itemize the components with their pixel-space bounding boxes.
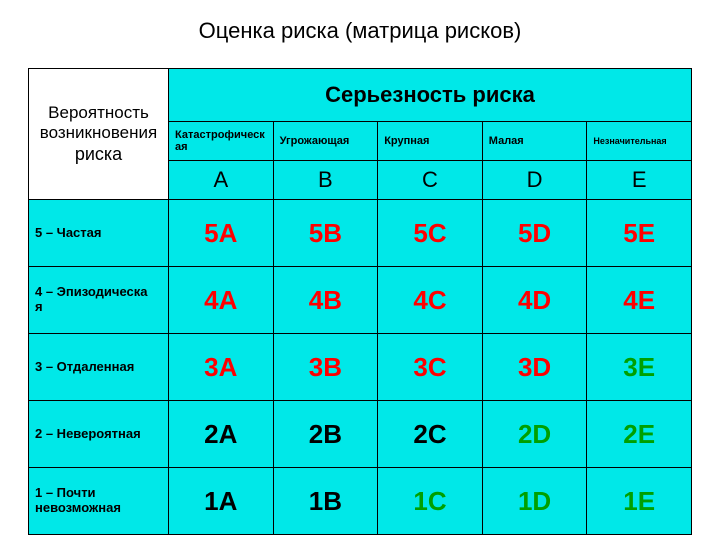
table-row: 4 – Эпизодическая4А4В4С4D4Е: [29, 267, 692, 334]
risk-cell-1D: 1D: [482, 468, 587, 535]
risk-cell-3В: 3В: [273, 334, 378, 401]
risk-cell-4А: 4А: [169, 267, 274, 334]
table-row: 5 – Частая5А5В5С5D5Е: [29, 200, 692, 267]
risk-matrix-table: ВероятностьвозникновениярискаСерьезность…: [28, 68, 692, 535]
risk-cell-1В: 1В: [273, 468, 378, 535]
risk-cell-5А: 5А: [169, 200, 274, 267]
severity-letter-D: D: [482, 161, 587, 200]
risk-cell-1А: 1А: [169, 468, 274, 535]
severity-name-E: Незначительная: [587, 122, 692, 161]
risk-cell-2А: 2А: [169, 401, 274, 468]
risk-cell-3С: 3С: [378, 334, 483, 401]
probability-header-line1: Вероятность: [35, 103, 162, 123]
risk-cell-3А: 3А: [169, 334, 274, 401]
probability-header-line2: возникновения: [35, 123, 162, 143]
risk-cell-2В: 2В: [273, 401, 378, 468]
severity-letter-C: C: [378, 161, 483, 200]
risk-cell-4D: 4D: [482, 267, 587, 334]
probability-header-line3: риска: [35, 144, 162, 166]
risk-cell-5В: 5В: [273, 200, 378, 267]
severity-name-C: Крупная: [378, 122, 483, 161]
risk-cell-5С: 5С: [378, 200, 483, 267]
risk-cell-2Е: 2Е: [587, 401, 692, 468]
risk-cell-2D: 2D: [482, 401, 587, 468]
row-label-3: 3 – Отдаленная: [29, 334, 169, 401]
severity-letter-A: A: [169, 161, 274, 200]
risk-cell-4В: 4В: [273, 267, 378, 334]
severity-letter-E: E: [587, 161, 692, 200]
row-label-4: 4 – Эпизодическая: [29, 267, 169, 334]
probability-header: Вероятностьвозникновенияриска: [29, 69, 169, 200]
table-row: 1 – Почти невозможная1А1В1С1D1Е: [29, 468, 692, 535]
table-row: 3 – Отдаленная3А3В3С3D3Е: [29, 334, 692, 401]
severity-name-D: Малая: [482, 122, 587, 161]
severity-name-A: Катастрофическая: [169, 122, 274, 161]
page-title: Оценка риска (матрица рисков): [28, 18, 692, 44]
row-label-2: 2 – Невероятная: [29, 401, 169, 468]
risk-cell-2С: 2С: [378, 401, 483, 468]
row-label-1: 1 – Почти невозможная: [29, 468, 169, 535]
table-row: 2 – Невероятная2А2В2С2D2Е: [29, 401, 692, 468]
risk-cell-3D: 3D: [482, 334, 587, 401]
risk-cell-3Е: 3Е: [587, 334, 692, 401]
risk-cell-5D: 5D: [482, 200, 587, 267]
risk-cell-4С: 4С: [378, 267, 483, 334]
risk-cell-1С: 1С: [378, 468, 483, 535]
severity-name-B: Угрожающая: [273, 122, 378, 161]
risk-cell-1Е: 1Е: [587, 468, 692, 535]
risk-cell-5Е: 5Е: [587, 200, 692, 267]
risk-cell-4Е: 4Е: [587, 267, 692, 334]
severity-letter-B: B: [273, 161, 378, 200]
severity-header: Серьезность риска: [169, 69, 692, 122]
row-label-5: 5 – Частая: [29, 200, 169, 267]
